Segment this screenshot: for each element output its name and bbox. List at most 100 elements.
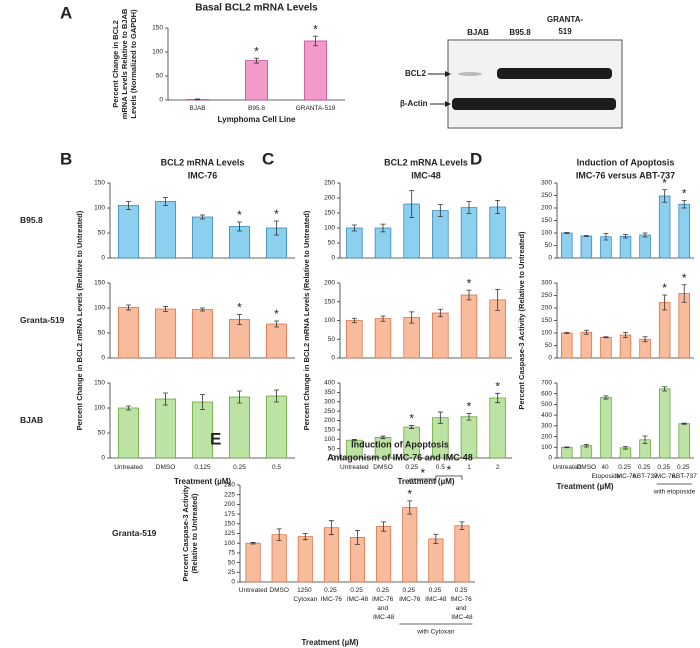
- panel-letter: D: [470, 149, 482, 168]
- y-tick-label: 0: [331, 255, 335, 262]
- y-tick-label: 150: [541, 217, 552, 224]
- error-bar: [433, 533, 439, 544]
- x-tick-label: 0.25 IMC-76: [654, 464, 676, 480]
- significance-star: *: [495, 379, 500, 393]
- error-bar: [583, 235, 589, 237]
- error-bar: [274, 320, 279, 328]
- x-tick-label: 0.25 IMC-76 and IMC-48: [450, 587, 473, 621]
- error-bar: [200, 394, 205, 410]
- y-tick-label: 50: [545, 242, 553, 249]
- error-bar: [642, 336, 648, 343]
- y-tick-label: 300: [541, 180, 552, 187]
- bar: [658, 388, 671, 459]
- significance-star: *: [254, 44, 259, 58]
- y-tick-label: 0: [101, 255, 105, 262]
- row-label: Granta-519: [112, 528, 157, 538]
- error-bar: [564, 232, 570, 234]
- y-tick-label: 175: [224, 511, 235, 518]
- bar: [454, 525, 470, 583]
- y-tick-label: 600: [541, 390, 552, 397]
- y-tick-label: 100: [541, 444, 552, 451]
- x-tick-label: 0.25 ABT-737: [632, 464, 658, 480]
- y-tick-label: 75: [228, 550, 236, 557]
- y-tick-label: 250: [541, 292, 552, 299]
- error-bar: [355, 529, 360, 545]
- y-tick-label: 200: [541, 305, 552, 312]
- error-bar: [623, 234, 628, 239]
- x-tick-label: Untreated: [340, 464, 369, 471]
- bar: [580, 235, 593, 259]
- bar: [245, 60, 268, 101]
- y-tick-label: 50: [98, 430, 106, 437]
- significance-star: *: [682, 271, 687, 285]
- x-tick-label: DMSO: [373, 464, 393, 471]
- y-tick-label: 150: [94, 380, 105, 387]
- band: [452, 98, 616, 110]
- x-tick-label: 0.25 IMC-76 and IMC-48: [372, 587, 395, 621]
- error-bar: [381, 521, 387, 532]
- y-tick-label: 200: [324, 417, 335, 424]
- y-tick-label: 0: [548, 355, 552, 362]
- bar: [346, 227, 363, 259]
- significance-star: *: [274, 307, 279, 321]
- y-tick-label: 150: [152, 25, 163, 32]
- x-tick-label: 0.25: [405, 464, 418, 471]
- y-tick-label: 50: [328, 336, 336, 343]
- significance-star: *: [407, 487, 412, 501]
- y-tick-label: 50: [98, 230, 106, 237]
- y-tick-label: 250: [541, 192, 552, 199]
- x-tick-label: 40 Etoposide: [591, 464, 620, 480]
- chart-title: Antagonism of IMC-76 and IMC-48: [327, 452, 473, 462]
- bar: [117, 407, 140, 459]
- bar: [460, 294, 478, 359]
- y-axis-label: Percent Change in BCL2: [111, 20, 120, 108]
- comparison-bracket: [409, 478, 437, 483]
- y-tick-label: 50: [328, 445, 336, 452]
- error-bar: [250, 542, 256, 545]
- y-axis-label: Percent Caspase-3 Activity: [181, 485, 190, 582]
- y-tick-label: 700: [541, 380, 552, 387]
- lane-label: B95.8: [509, 28, 531, 37]
- error-bar: [200, 307, 205, 312]
- chart-title: BCL2 mRNA Levels: [161, 157, 245, 167]
- error-bar: [437, 411, 443, 424]
- bar: [265, 395, 288, 459]
- y-tick-label: 100: [324, 436, 335, 443]
- y-tick-label: 100: [541, 230, 552, 237]
- bar: [678, 423, 690, 459]
- panel-letter: E: [210, 429, 221, 448]
- x-tick-label: DMSO: [156, 464, 176, 471]
- y-tick-label: 200: [224, 501, 235, 508]
- error-bar: [603, 336, 609, 339]
- error-bar: [163, 392, 168, 406]
- error-bar: [466, 289, 472, 301]
- bar: [154, 201, 177, 259]
- x-tick-label: 1250 Cytoxan: [293, 587, 317, 603]
- chart-title: Induction of Apoptosis: [351, 439, 449, 449]
- y-tick-label: 50: [545, 342, 553, 349]
- error-bar: [313, 35, 318, 47]
- blot-row-label: β-Actin: [400, 99, 428, 108]
- error-bar: [163, 197, 168, 206]
- blot-row-label: BCL2: [405, 69, 426, 78]
- bar: [619, 334, 632, 359]
- error-bar: [274, 389, 279, 403]
- bar: [402, 507, 418, 583]
- bar: [228, 319, 251, 359]
- y-tick-label: 150: [541, 317, 552, 324]
- bar: [561, 232, 573, 259]
- bar: [374, 227, 392, 259]
- error-bar: [328, 520, 334, 536]
- y-axis-label: Percent Caspase-3 Activity (Relative to …: [517, 231, 526, 410]
- lane-label: GRANTA-519: [547, 15, 584, 36]
- bar: [191, 216, 214, 259]
- significance-star: *: [409, 412, 414, 426]
- error-bar: [380, 315, 386, 322]
- chart-title: IMC-48: [411, 170, 441, 180]
- y-tick-label: 0: [548, 255, 552, 262]
- y-tick-label: 50: [98, 330, 106, 337]
- bar: [580, 445, 593, 459]
- error-bar: [409, 311, 415, 324]
- y-tick-label: 400: [541, 412, 552, 419]
